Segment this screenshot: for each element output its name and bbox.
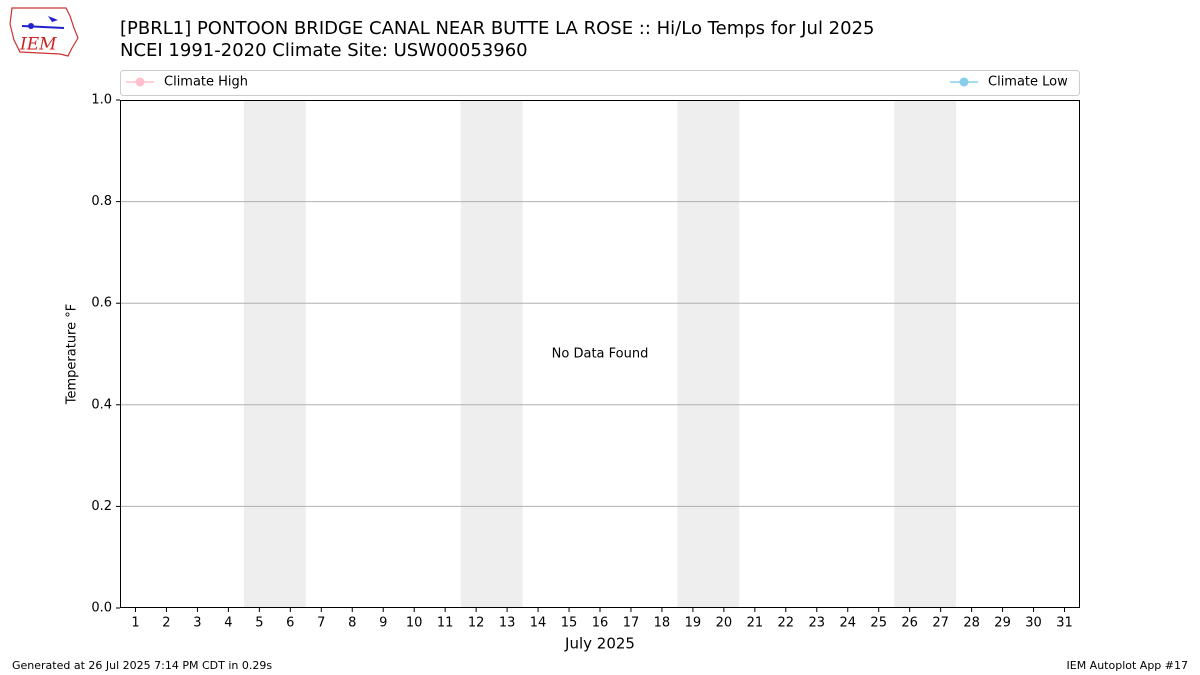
x-tick-label: 21 [747, 616, 764, 631]
y-tick-label: 1.0 [91, 93, 112, 108]
x-tick-label: 28 [963, 616, 980, 631]
x-tick-label: 17 [623, 616, 640, 631]
y-tick-label: 0.0 [91, 601, 112, 616]
logo: IEM [9, 7, 79, 57]
chart-subtitle: NCEI 1991-2020 Climate Site: USW00053960 [120, 40, 528, 61]
x-tick-label: 29 [994, 616, 1011, 631]
x-tick-label: 19 [685, 616, 702, 631]
x-tick-label: 14 [530, 616, 547, 631]
x-tick-label: 1 [131, 616, 139, 631]
x-tick-label: 25 [870, 616, 887, 631]
x-tick-label: 16 [592, 616, 609, 631]
x-tick-label: 12 [468, 616, 485, 631]
x-tick-label: 8 [348, 616, 356, 631]
x-tick-label: 20 [716, 616, 733, 631]
x-tick-label: 13 [499, 616, 516, 631]
legend-label: Climate Low [988, 75, 1068, 90]
x-tick-label: 5 [255, 616, 263, 631]
y-tick-label: 0.6 [91, 296, 112, 311]
x-tick-label: 15 [561, 616, 578, 631]
y-axis-label: Temperature °F [65, 304, 80, 405]
x-axis-label: July 2025 [564, 635, 635, 653]
x-tick-label: 11 [437, 616, 454, 631]
footer-right: IEM Autoplot App #17 [1067, 659, 1189, 672]
x-tick-label: 2 [162, 616, 170, 631]
legend-marker [959, 77, 969, 87]
y-tick-label: 0.8 [91, 194, 112, 209]
annotation: No Data Found [552, 347, 649, 362]
logo-text: IEM [19, 35, 57, 55]
x-tick-label: 18 [654, 616, 671, 631]
x-tick-label: 10 [406, 616, 423, 631]
x-tick-label: 22 [778, 616, 795, 631]
x-tick-label: 4 [224, 616, 232, 631]
legend-label: Climate High [164, 75, 248, 90]
x-tick-label: 3 [193, 616, 201, 631]
footer-left: Generated at 26 Jul 2025 7:14 PM CDT in … [12, 659, 272, 672]
x-tick-label: 31 [1056, 616, 1073, 631]
legend-marker [135, 77, 145, 87]
legend-frame [120, 70, 1080, 96]
x-tick-label: 27 [932, 616, 949, 631]
x-tick-label: 30 [1025, 616, 1042, 631]
x-tick-label: 24 [839, 616, 856, 631]
y-tick-label: 0.2 [91, 499, 112, 514]
weekend-band [243, 100, 306, 608]
x-tick-label: 6 [286, 616, 294, 631]
x-tick-label: 9 [379, 616, 387, 631]
y-tick-label: 0.4 [91, 397, 112, 412]
x-tick-label: 26 [901, 616, 918, 631]
weekend-band [677, 100, 740, 608]
weekend-band [460, 100, 523, 608]
x-tick-label: 7 [317, 616, 325, 631]
x-tick-label: 23 [809, 616, 826, 631]
weekend-band [894, 100, 957, 608]
chart-title: [PBRL1] PONTOON BRIDGE CANAL NEAR BUTTE … [120, 18, 874, 39]
axes-frame [120, 100, 1080, 608]
